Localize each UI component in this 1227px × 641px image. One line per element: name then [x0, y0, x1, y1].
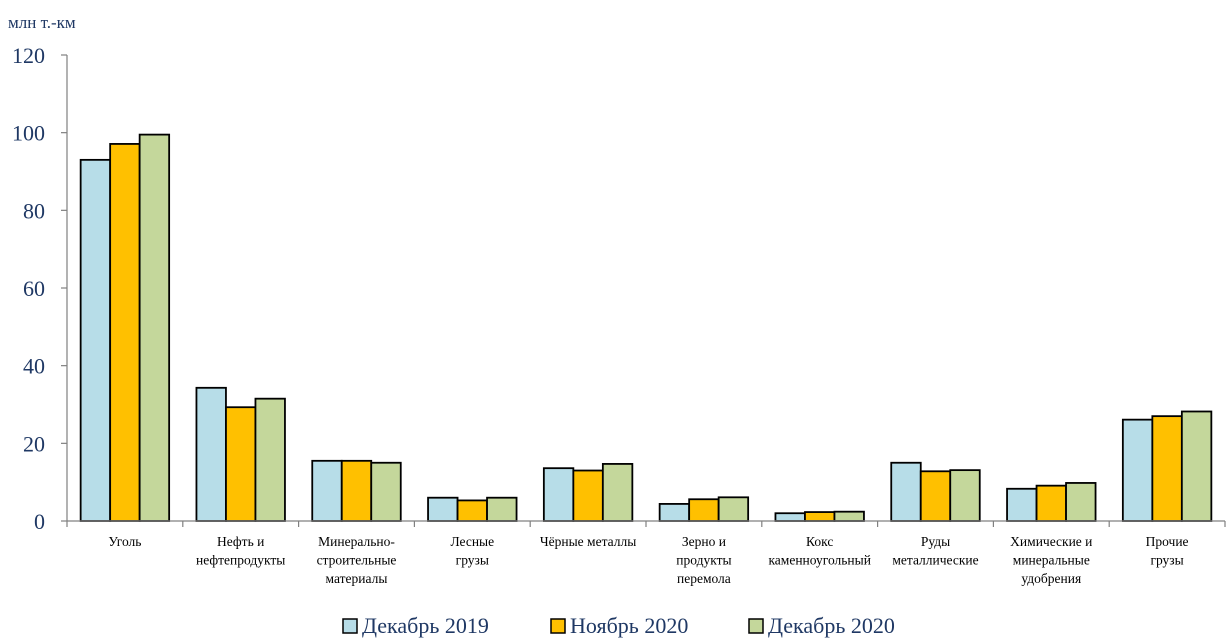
x-category-label: Химические и	[1010, 534, 1092, 549]
x-category-label: нефтепродукты	[196, 553, 285, 568]
bar-2-4	[456, 499, 488, 522]
bar-3-9	[1065, 482, 1097, 522]
y-tick-label: 60	[23, 276, 45, 301]
x-category-label: Кокс	[806, 534, 833, 549]
bar-1-8	[890, 461, 922, 522]
x-category-label: материалы	[326, 571, 388, 586]
bar-1-4	[427, 496, 459, 522]
bar-3-2	[254, 397, 286, 522]
x-category-label: Лесные	[450, 534, 494, 549]
y-tick-label: 80	[23, 198, 45, 223]
y-tick-label: 100	[12, 121, 45, 146]
bar-3-1	[138, 133, 171, 522]
bar-1-6	[658, 503, 691, 522]
x-category-label: строительные	[317, 553, 397, 568]
legend-label: Декабрь 2019	[362, 613, 489, 638]
x-category-label: Нефть и	[217, 534, 264, 549]
x-category-label: продукты	[676, 553, 731, 568]
bar-2-7	[804, 511, 836, 522]
y-tick-label: 20	[23, 431, 45, 456]
x-category-label: металлические	[892, 553, 978, 568]
x-category-label: Прочие	[1146, 534, 1189, 549]
x-category-label: каменноугольный	[768, 553, 871, 568]
bar-3-5	[601, 463, 634, 522]
bar-3-4	[486, 496, 518, 522]
bar-3-7	[833, 510, 865, 522]
bar-2-1	[109, 143, 141, 522]
y-tick-label: 40	[23, 354, 45, 379]
y-tick-label: 0	[34, 509, 45, 534]
x-category-label: Чёрные металлы	[540, 534, 636, 549]
bar-2-10	[1151, 415, 1183, 522]
legend-swatch	[550, 618, 566, 634]
x-category-label: грузы	[456, 553, 489, 568]
bar-1-7	[774, 512, 806, 522]
bar-1-5	[542, 467, 575, 522]
x-category-label: минеральные	[1013, 553, 1090, 568]
x-category-label: Зерно и	[682, 534, 726, 549]
bar-2-5	[572, 469, 604, 522]
y-unit-label: млн т.-км	[8, 13, 76, 32]
bar-1-9	[1006, 487, 1038, 522]
x-category-label: Руды	[921, 534, 950, 549]
x-category-label: перемола	[677, 571, 731, 586]
bar-3-6	[717, 496, 750, 522]
x-category-label: грузы	[1150, 553, 1183, 568]
bar-2-3	[340, 459, 373, 522]
bar-3-3	[370, 461, 402, 522]
bar-3-10	[1180, 410, 1213, 522]
bar-2-2	[225, 406, 257, 522]
legend-label: Декабрь 2020	[768, 613, 895, 638]
x-category-label: удобрения	[1021, 571, 1081, 586]
bar-3-8	[949, 469, 981, 522]
x-category-label: Уголь	[108, 534, 141, 549]
bar-2-6	[688, 498, 720, 522]
x-axis: Уголь Нефть и нефтепродукты Минерально-стро…	[66, 520, 1226, 586]
bar-1-1	[79, 158, 112, 522]
y-tick-label: 120	[12, 43, 45, 68]
bars	[79, 133, 1213, 522]
legend: Декабрь 2019 Ноябрь 2020 Декабрь 2020	[342, 613, 895, 638]
legend-swatch	[748, 618, 764, 634]
bar-1-2	[195, 386, 227, 522]
x-category-label: Минерально-	[318, 534, 395, 549]
bar-1-3	[311, 459, 343, 522]
bar-2-9	[1035, 484, 1067, 522]
bar-1-10	[1121, 418, 1154, 522]
y-axis: 0 20 40 60 80 100 120	[12, 43, 68, 534]
legend-swatch	[342, 618, 358, 634]
bar-2-8	[919, 470, 952, 522]
legend-label: Ноябрь 2020	[570, 613, 688, 638]
